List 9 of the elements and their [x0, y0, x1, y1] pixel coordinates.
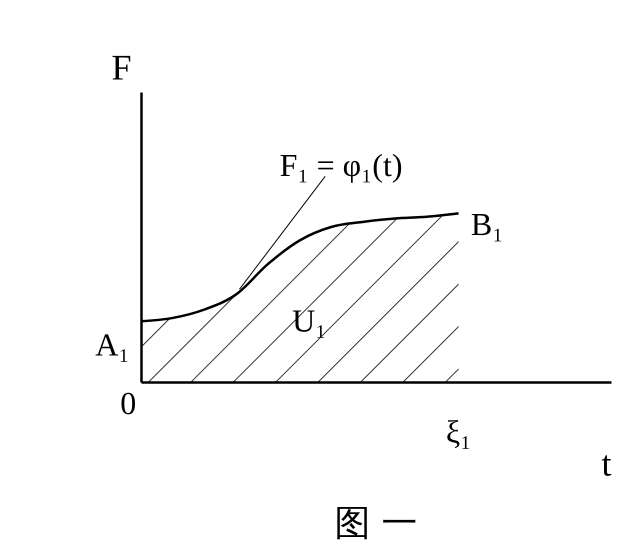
annotation: A₁: [95, 326, 130, 363]
x-axis-title: t: [601, 444, 612, 484]
text: 图 一: [334, 503, 418, 544]
y-axis-title: F: [111, 48, 132, 88]
annotation: B₁: [470, 206, 504, 242]
text: ξ₁: [446, 414, 472, 450]
text: 0: [120, 384, 136, 421]
annotation: U₁: [292, 302, 326, 338]
text: F₁ = φ₁(t): [280, 147, 402, 184]
